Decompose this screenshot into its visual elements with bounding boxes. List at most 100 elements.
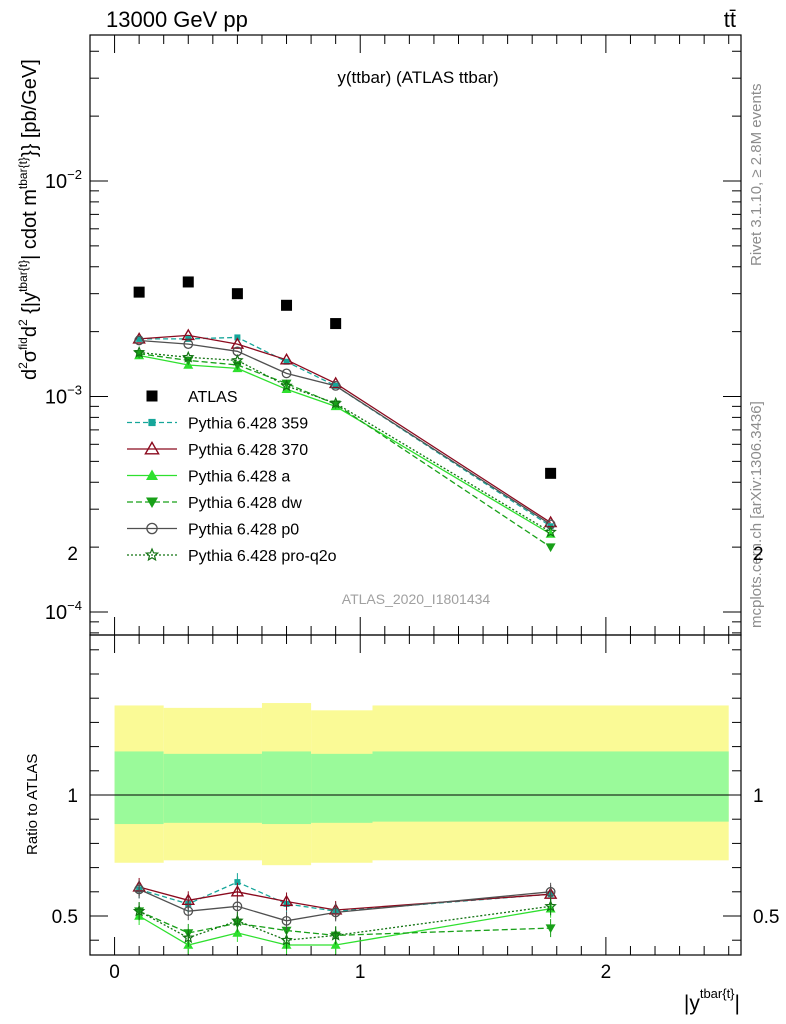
ratio-point-pythia-6-428-p0 bbox=[545, 886, 556, 897]
legend-marker-pythia-6-428-pro-q2o bbox=[144, 547, 160, 562]
xlabel-pre: |y bbox=[684, 992, 700, 1015]
analysis-id-label: ATLAS_2020_I1801434 bbox=[342, 591, 491, 607]
x-tick-label: 0 bbox=[109, 962, 120, 983]
main-point-pythia-6-428-pro-q2o bbox=[329, 396, 342, 409]
main-point-pythia-6-428-pro-q2o bbox=[280, 379, 293, 392]
main-point-pythia-6-428-p0 bbox=[545, 519, 556, 530]
ratio-line-pythia-6-428-370 bbox=[138, 886, 551, 911]
ratio-line-pythia-6-428-p0 bbox=[138, 888, 551, 922]
ratio-series-markers bbox=[132, 873, 558, 955]
main-point-pythia-6-428-359 bbox=[136, 335, 143, 342]
legend-marker-pythia-6-428-dw bbox=[146, 497, 158, 508]
legend-label-pythia-6-428-370: Pythia 6.428 370 bbox=[188, 442, 308, 459]
legend-label-pythia-6-428-359: Pythia 6.428 359 bbox=[188, 416, 308, 433]
ylabel-supfid: fid bbox=[16, 337, 30, 350]
ratio-point-pythia-6-428-pro-q2o bbox=[329, 928, 342, 941]
ratio-point-pythia-6-428-pro-q2o bbox=[132, 904, 146, 917]
main-point-pythia-6-428-370 bbox=[132, 332, 146, 344]
main-line-pythia-6-428-dw bbox=[139, 353, 551, 548]
process-label: 13000 GeV pp bbox=[106, 7, 248, 32]
main-point-atlas bbox=[281, 299, 293, 311]
ratio-point-pythia-6-428-pro-q2o bbox=[231, 914, 244, 927]
legend-label-atlas: ATLAS bbox=[188, 389, 238, 406]
main-line-pythia-6-428-p0 bbox=[139, 339, 551, 525]
ratio-point-pythia-6-428-p0 bbox=[134, 884, 145, 895]
ratio-point-pythia-6-428-p0 bbox=[281, 915, 292, 926]
rivet-label: Rivet 3.1.10, ≥ 2.8M events bbox=[748, 84, 765, 267]
main-point-pythia-6-428-370 bbox=[279, 352, 294, 365]
ylabel-supB: tbar{t} bbox=[16, 157, 30, 189]
main-plot-panel: y(ttbar) (ATLAS ttbar) ATLAS_2020_I18014… bbox=[45, 34, 742, 636]
ratio-point-pythia-6-428-a bbox=[232, 927, 243, 937]
ratio-green-band bbox=[372, 751, 729, 822]
main-point-pythia-6-428-pro-q2o bbox=[132, 345, 146, 358]
legend-marker-atlas bbox=[146, 390, 158, 402]
legend: ATLAS Pythia 6.428 359 Pythia 6.428 370 Pyt… bbox=[127, 389, 337, 565]
ratio-y-tick-label-left: 0.5 bbox=[52, 907, 78, 928]
main-point-pythia-6-428-pro-q2o bbox=[182, 350, 195, 363]
ratio-point-pythia-6-428-p0 bbox=[330, 907, 341, 918]
ratio-point-pythia-6-428-pro-q2o bbox=[182, 931, 195, 944]
legend-label-pythia-6-428-dw: Pythia 6.428 dw bbox=[188, 495, 302, 512]
main-point-pythia-6-428-p0 bbox=[183, 339, 194, 350]
ylabel-supA: tbar{t} bbox=[16, 260, 30, 292]
tick-base: 10 bbox=[45, 387, 67, 409]
legend-label-pythia-6-428-p0: Pythia 6.428 p0 bbox=[188, 522, 299, 539]
ratio-y-tick-label-left: 1 bbox=[67, 786, 78, 807]
main-y-axis-label: d2σfidd2 {|ytbar{t}| cdot mtbar{t}}} [pb… bbox=[16, 59, 41, 380]
main-y-tick-label: 10−2 bbox=[45, 167, 82, 193]
main-point-pythia-6-428-359 bbox=[283, 358, 290, 365]
tick-exponent: −3 bbox=[67, 383, 82, 398]
ratio-point-pythia-6-428-359 bbox=[234, 879, 241, 886]
main-point-atlas bbox=[545, 467, 557, 479]
ratio-y-axis-label: Ratio to ATLAS bbox=[24, 754, 41, 855]
xlabel-post: | bbox=[735, 992, 740, 1015]
x-tick-label: 2 bbox=[601, 962, 612, 983]
ratio-point-pythia-6-428-dw bbox=[545, 924, 556, 934]
ratio-line-pythia-6-428-359 bbox=[138, 881, 551, 912]
main-point-pythia-6-428-dw bbox=[281, 379, 292, 389]
x-tick-label: 1 bbox=[355, 962, 366, 983]
tick-base: 10 bbox=[45, 602, 67, 624]
main-point-atlas bbox=[133, 286, 145, 298]
main-point-pythia-6-428-pro-q2o bbox=[544, 525, 557, 538]
ratio-point-pythia-6-428-pro-q2o bbox=[280, 933, 293, 946]
ratio-green-band bbox=[163, 753, 262, 823]
ratio-point-pythia-6-428-p0 bbox=[232, 901, 243, 912]
ylabel-rest: {|y bbox=[19, 292, 41, 319]
ratio-series-lines bbox=[138, 881, 551, 946]
ratio-line-pythia-6-428-a bbox=[138, 908, 551, 946]
legend-marker-pythia-6-428-a bbox=[146, 469, 158, 480]
tick-base: 10 bbox=[45, 171, 67, 193]
ratio-green-band bbox=[114, 751, 164, 825]
ratio-point-pythia-6-428-pro-q2o bbox=[544, 899, 557, 912]
tick-exponent: −2 bbox=[67, 167, 82, 182]
main-point-pythia-6-428-359 bbox=[332, 382, 339, 389]
legend-label-pythia-6-428-a: Pythia 6.428 a bbox=[188, 469, 290, 486]
main-ticks bbox=[89, 35, 741, 635]
ylabel-d2: d bbox=[19, 326, 41, 337]
ratio-line-pythia-6-428-dw bbox=[138, 910, 551, 937]
main-y-tick-label: 10−3 bbox=[45, 383, 82, 409]
ratio-point-pythia-6-428-p0 bbox=[183, 906, 194, 917]
mcplots-label: mcplots.cern.ch [arXiv:1306.3436] bbox=[748, 401, 765, 628]
ylabel-d1: d bbox=[19, 369, 41, 380]
ylabel-sup1: 2 bbox=[16, 362, 30, 369]
main-point-pythia-6-428-p0 bbox=[281, 368, 292, 379]
xlabel-sup: tbar{t} bbox=[700, 986, 735, 1001]
main-y-tick-labels: 10−410−310−2 bbox=[45, 167, 82, 624]
main-point-pythia-6-428-p0 bbox=[330, 380, 341, 391]
legend-label-pythia-6-428-pro-q2o: Pythia 6.428 pro-q2o bbox=[188, 548, 337, 565]
ylabel-rest2: | cdot m bbox=[19, 189, 41, 260]
ratio-y-tick-label-right: 0.5 bbox=[753, 907, 779, 928]
ratio-y-tick-label-right: 1 bbox=[753, 786, 764, 807]
main-point-atlas bbox=[231, 288, 243, 300]
ratio-y-tick-label-left: 2 bbox=[67, 544, 78, 565]
main-series-markers bbox=[132, 276, 558, 553]
legend-marker-pythia-6-428-370 bbox=[144, 441, 160, 455]
ratio-point-pythia-6-428-370 bbox=[279, 894, 294, 907]
main-point-pythia-6-428-dw bbox=[545, 543, 556, 553]
main-line-pythia-6-428-370 bbox=[139, 334, 551, 524]
ratio-green-band bbox=[261, 751, 312, 825]
